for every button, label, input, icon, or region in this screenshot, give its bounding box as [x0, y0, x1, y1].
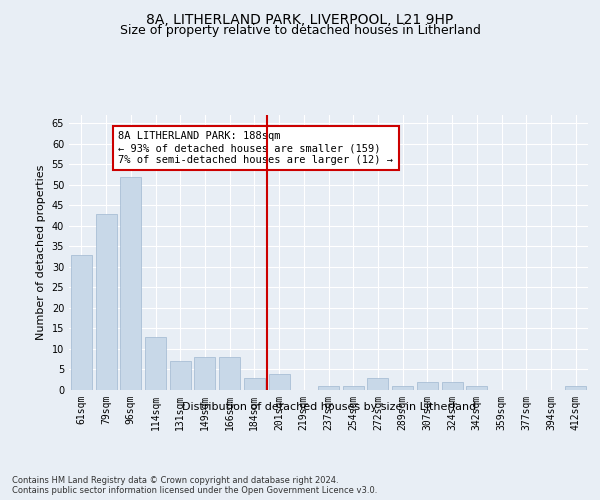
Text: 8A LITHERLAND PARK: 188sqm
← 93% of detached houses are smaller (159)
7% of semi: 8A LITHERLAND PARK: 188sqm ← 93% of deta…	[118, 132, 394, 164]
Bar	[367, 378, 388, 390]
Bar	[318, 386, 339, 390]
Text: Size of property relative to detached houses in Litherland: Size of property relative to detached ho…	[119, 24, 481, 37]
Bar	[95, 214, 116, 390]
Bar	[170, 362, 191, 390]
Bar	[244, 378, 265, 390]
Bar	[219, 357, 240, 390]
Bar	[392, 386, 413, 390]
Text: Distribution of detached houses by size in Litherland: Distribution of detached houses by size …	[182, 402, 476, 412]
Bar	[442, 382, 463, 390]
Bar	[194, 357, 215, 390]
Y-axis label: Number of detached properties: Number of detached properties	[36, 165, 46, 340]
Bar	[565, 386, 586, 390]
Text: Contains HM Land Registry data © Crown copyright and database right 2024.
Contai: Contains HM Land Registry data © Crown c…	[12, 476, 377, 495]
Bar	[145, 336, 166, 390]
Text: 8A, LITHERLAND PARK, LIVERPOOL, L21 9HP: 8A, LITHERLAND PARK, LIVERPOOL, L21 9HP	[146, 12, 454, 26]
Bar	[71, 254, 92, 390]
Bar	[417, 382, 438, 390]
Bar	[343, 386, 364, 390]
Bar	[120, 176, 141, 390]
Bar	[269, 374, 290, 390]
Bar	[466, 386, 487, 390]
